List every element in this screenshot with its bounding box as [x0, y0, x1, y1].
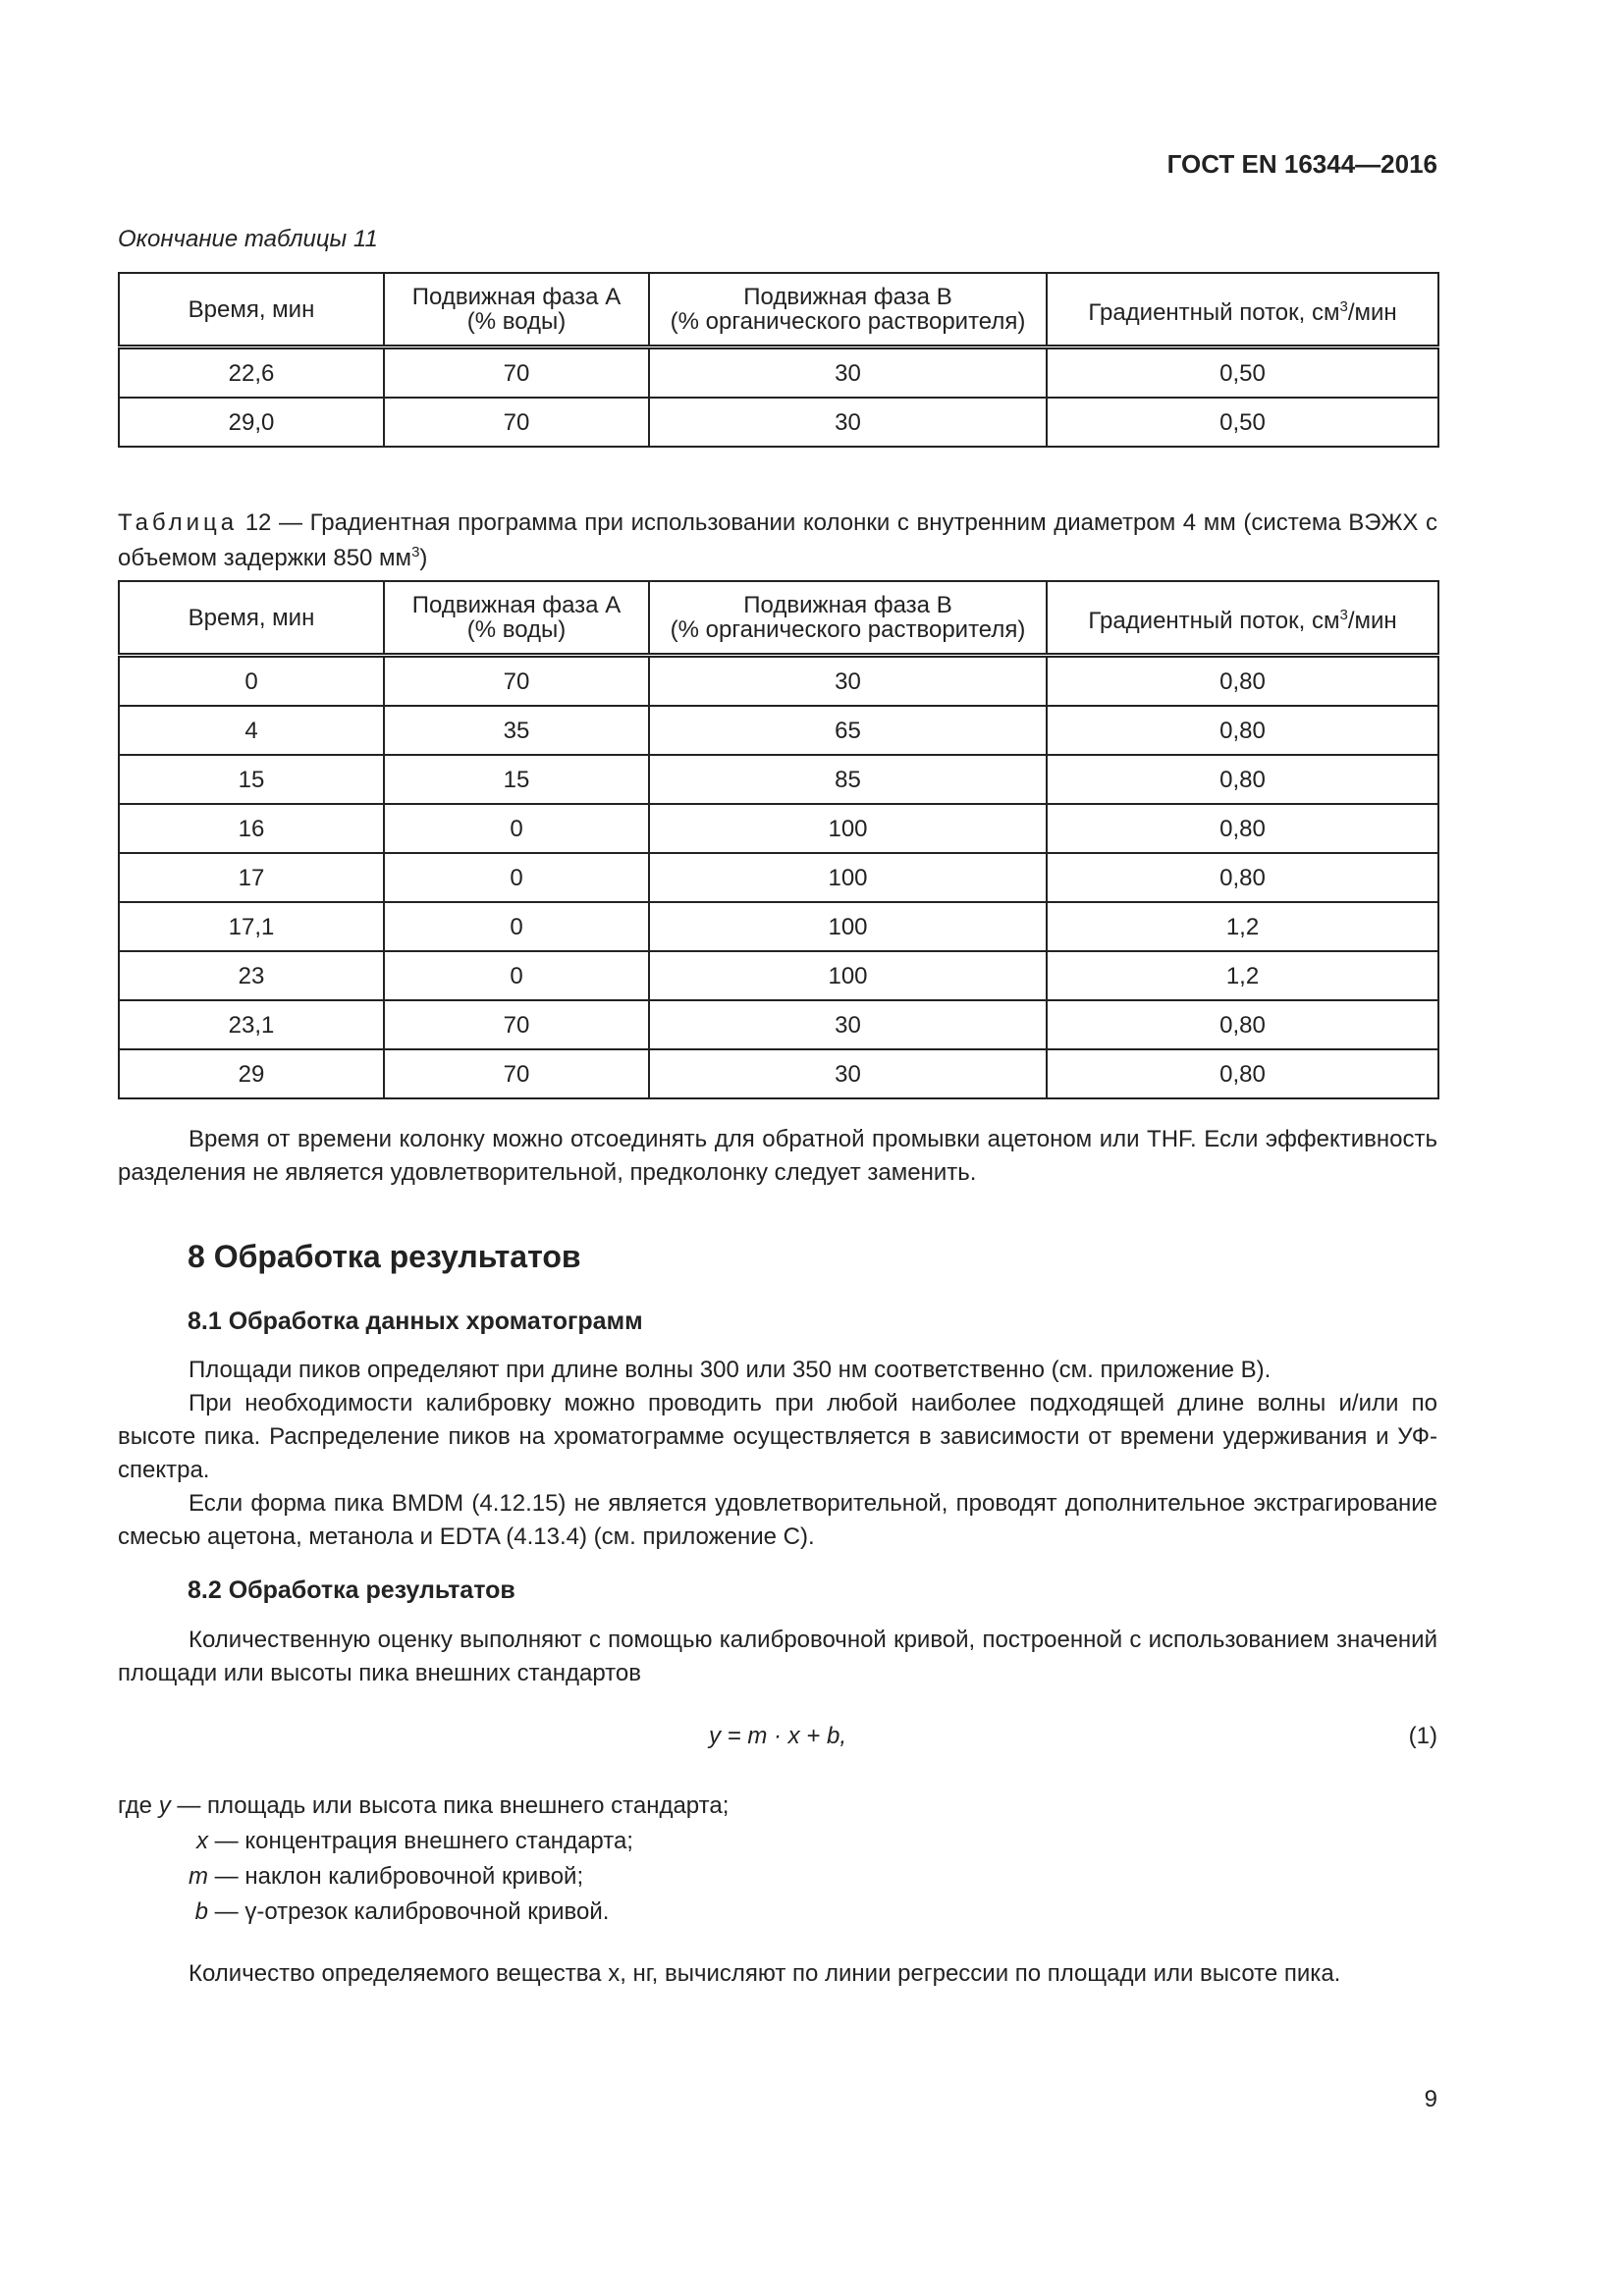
table-cell: 100: [648, 852, 1048, 903]
table-cell: 70: [383, 397, 650, 448]
table-cell: 35: [383, 705, 650, 756]
col-phase-b: Подвижная фаза В (% органического раствор…: [648, 580, 1048, 658]
table-row: 4 35 65 0,80: [118, 705, 1439, 756]
section-8-2-heading: 8.2 Обработка результатов: [188, 1576, 515, 1604]
table-row: 23,1 70 30 0,80: [118, 999, 1439, 1050]
table-cell: 0,80: [1046, 999, 1439, 1050]
formula: y = m · x + b,: [708, 1723, 847, 1749]
table-cell: 29,0: [118, 397, 385, 448]
table-row: 15 15 85 0,80: [118, 754, 1439, 805]
document-header: ГОСТ EN 16344—2016: [1166, 149, 1437, 179]
section-8-heading: 8 Обработка результатов: [188, 1239, 581, 1274]
table-row: 29 70 30 0,80: [118, 1048, 1439, 1099]
formula-legend: где y — площадь или высота пика внешнего…: [118, 1789, 729, 1930]
table-cell: 30: [648, 999, 1048, 1050]
table-cell: 30: [648, 654, 1048, 707]
table-cell: 30: [648, 1048, 1048, 1099]
table-cell: 0: [383, 803, 650, 854]
table-cell: 65: [648, 705, 1048, 756]
section-8-2-body: Количественную оценку выполняют с помощь…: [118, 1627, 1437, 1686]
table-cell: 17: [118, 852, 385, 903]
col-phase-a: Подвижная фаза А (% воды): [383, 580, 650, 658]
table-row: 0 70 30 0,80: [118, 654, 1439, 707]
col-time: Время, мин: [118, 580, 385, 658]
table-cell: 1,2: [1046, 950, 1439, 1001]
table-cell: 70: [383, 1048, 650, 1099]
table-row: 17,1 0 100 1,2: [118, 901, 1439, 952]
table-cell: 0,80: [1046, 705, 1439, 756]
table-cell: 70: [383, 346, 650, 399]
formula-number: (1): [1408, 1723, 1437, 1749]
table-cell: 17,1: [118, 901, 385, 952]
table-row: 16 0 100 0,80: [118, 803, 1439, 854]
table-cell: 16: [118, 803, 385, 854]
table-cell: 0,80: [1046, 803, 1439, 854]
legend-item: m — наклон калибровочной кривой;: [189, 1863, 584, 1890]
table-cell: 100: [648, 803, 1048, 854]
table-cell: 0,80: [1046, 754, 1439, 805]
table-cell: 0,80: [1046, 1048, 1439, 1099]
table-cell: 1,2: [1046, 901, 1439, 952]
legend-item: где y — площадь или высота пика внешнего…: [118, 1792, 730, 1819]
table-cell: 23,1: [118, 999, 385, 1050]
table-11-caption: Окончание таблицы 11: [118, 226, 378, 252]
table-cell: 0: [383, 852, 650, 903]
table-cell: 0: [118, 654, 385, 707]
table-cell: 0: [383, 950, 650, 1001]
table-cell: 15: [118, 754, 385, 805]
col-phase-b: Подвижная фаза В (% органического раствор…: [648, 272, 1048, 349]
table-cell: 70: [383, 654, 650, 707]
table-cell: 30: [648, 397, 1048, 448]
table-cell: 15: [383, 754, 650, 805]
table-cell: 85: [648, 754, 1048, 805]
table-cell: 22,6: [118, 346, 385, 399]
table-cell: 0,80: [1046, 654, 1439, 707]
table-cell: 0: [383, 901, 650, 952]
table-cell: 29: [118, 1048, 385, 1099]
paragraph-quantity: Количество определяемого вещества x, нг,…: [189, 1960, 1341, 1987]
table-cell: 100: [648, 901, 1048, 952]
table-12-caption: Таблица 12 — Градиентная программа при и…: [118, 509, 1437, 571]
col-flow: Градиентный поток, см3/мин: [1046, 272, 1439, 349]
col-time: Время, мин: [118, 272, 385, 349]
legend-item: b — γ-отрезок калибровочной кривой.: [194, 1898, 610, 1925]
legend-item: x — концентрация внешнего стандарта;: [196, 1828, 633, 1854]
col-flow: Градиентный поток, см3/мин: [1046, 580, 1439, 658]
table-12: Время, мин Подвижная фаза А (% воды) Подв…: [118, 580, 1439, 1099]
paragraph-backflush: Время от времени колонку можно отсоединя…: [118, 1126, 1437, 1186]
table-cell: 30: [648, 346, 1048, 399]
table-row: 17 0 100 0,80: [118, 852, 1439, 903]
table-cell: 0,80: [1046, 852, 1439, 903]
section-8-1-heading: 8.1 Обработка данных хроматограмм: [188, 1308, 643, 1335]
col-phase-a: Подвижная фаза А (% воды): [383, 272, 650, 349]
table-cell: 23: [118, 950, 385, 1001]
table-row: 22,6 70 30 0,50: [118, 346, 1439, 399]
table-cell: 4: [118, 705, 385, 756]
table-row: 29,0 70 30 0,50: [118, 397, 1439, 448]
table-cell: 100: [648, 950, 1048, 1001]
table-cell: 0,50: [1046, 397, 1439, 448]
section-8-1-body: Площади пиков определяют при длине волны…: [118, 1357, 1437, 1550]
table-11: Время, мин Подвижная фаза А (% воды) Подв…: [118, 272, 1439, 448]
table-cell: 70: [383, 999, 650, 1050]
table-cell: 0,50: [1046, 346, 1439, 399]
page-number: 9: [1424, 2086, 1437, 2112]
table-row: 23 0 100 1,2: [118, 950, 1439, 1001]
